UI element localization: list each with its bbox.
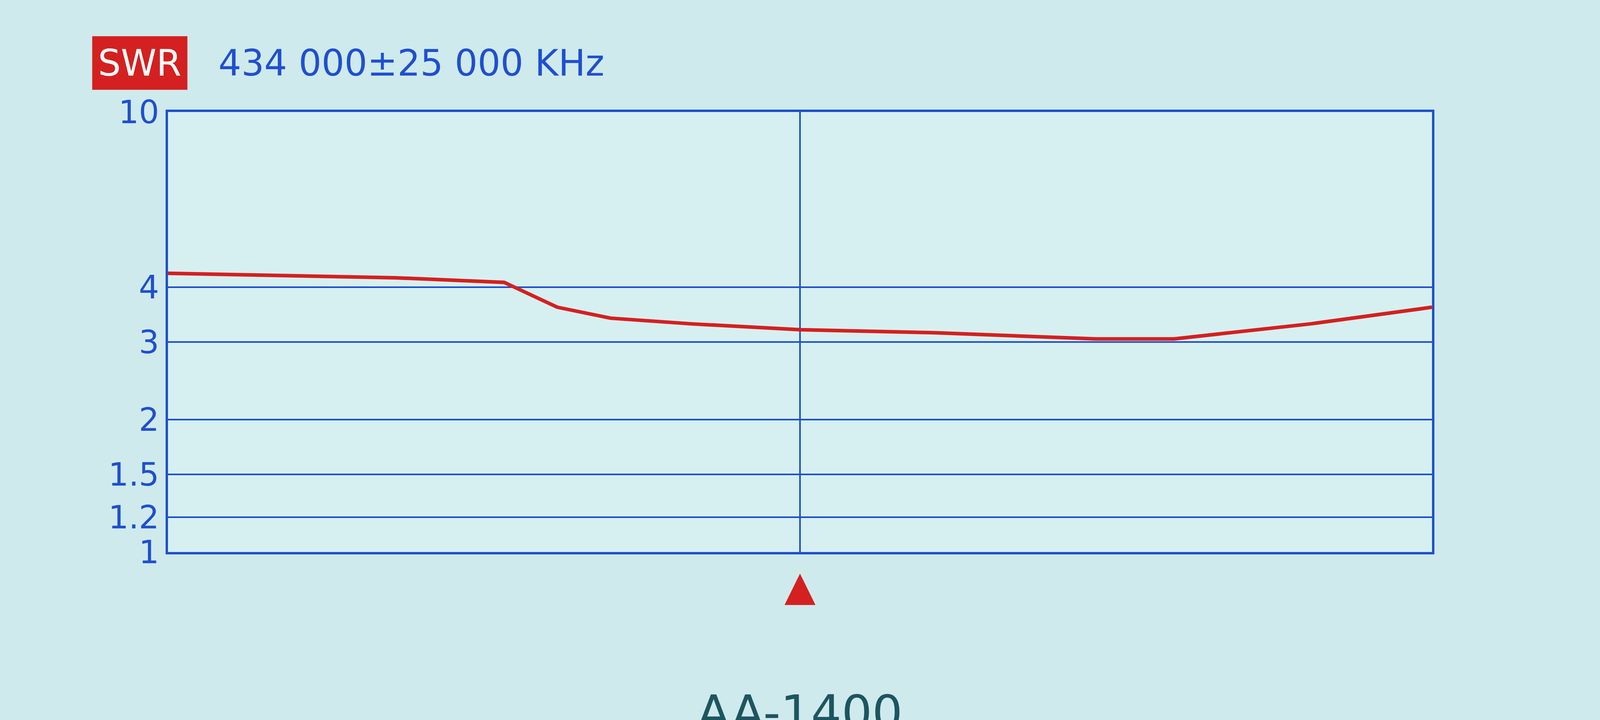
svg-text:1.5: 1.5 bbox=[108, 456, 160, 494]
svg-text:SWR: SWR bbox=[98, 42, 182, 84]
svg-text:10: 10 bbox=[118, 93, 160, 131]
svg-text:2: 2 bbox=[138, 401, 160, 439]
svg-text:1.2: 1.2 bbox=[108, 498, 160, 536]
svg-text:3: 3 bbox=[138, 323, 160, 361]
svg-text:4: 4 bbox=[138, 268, 160, 306]
svg-text:AA-1400: AA-1400 bbox=[697, 684, 903, 720]
svg-text:1: 1 bbox=[138, 533, 160, 571]
svg-text:434 000±25 000 KHz: 434 000±25 000 KHz bbox=[218, 42, 605, 84]
